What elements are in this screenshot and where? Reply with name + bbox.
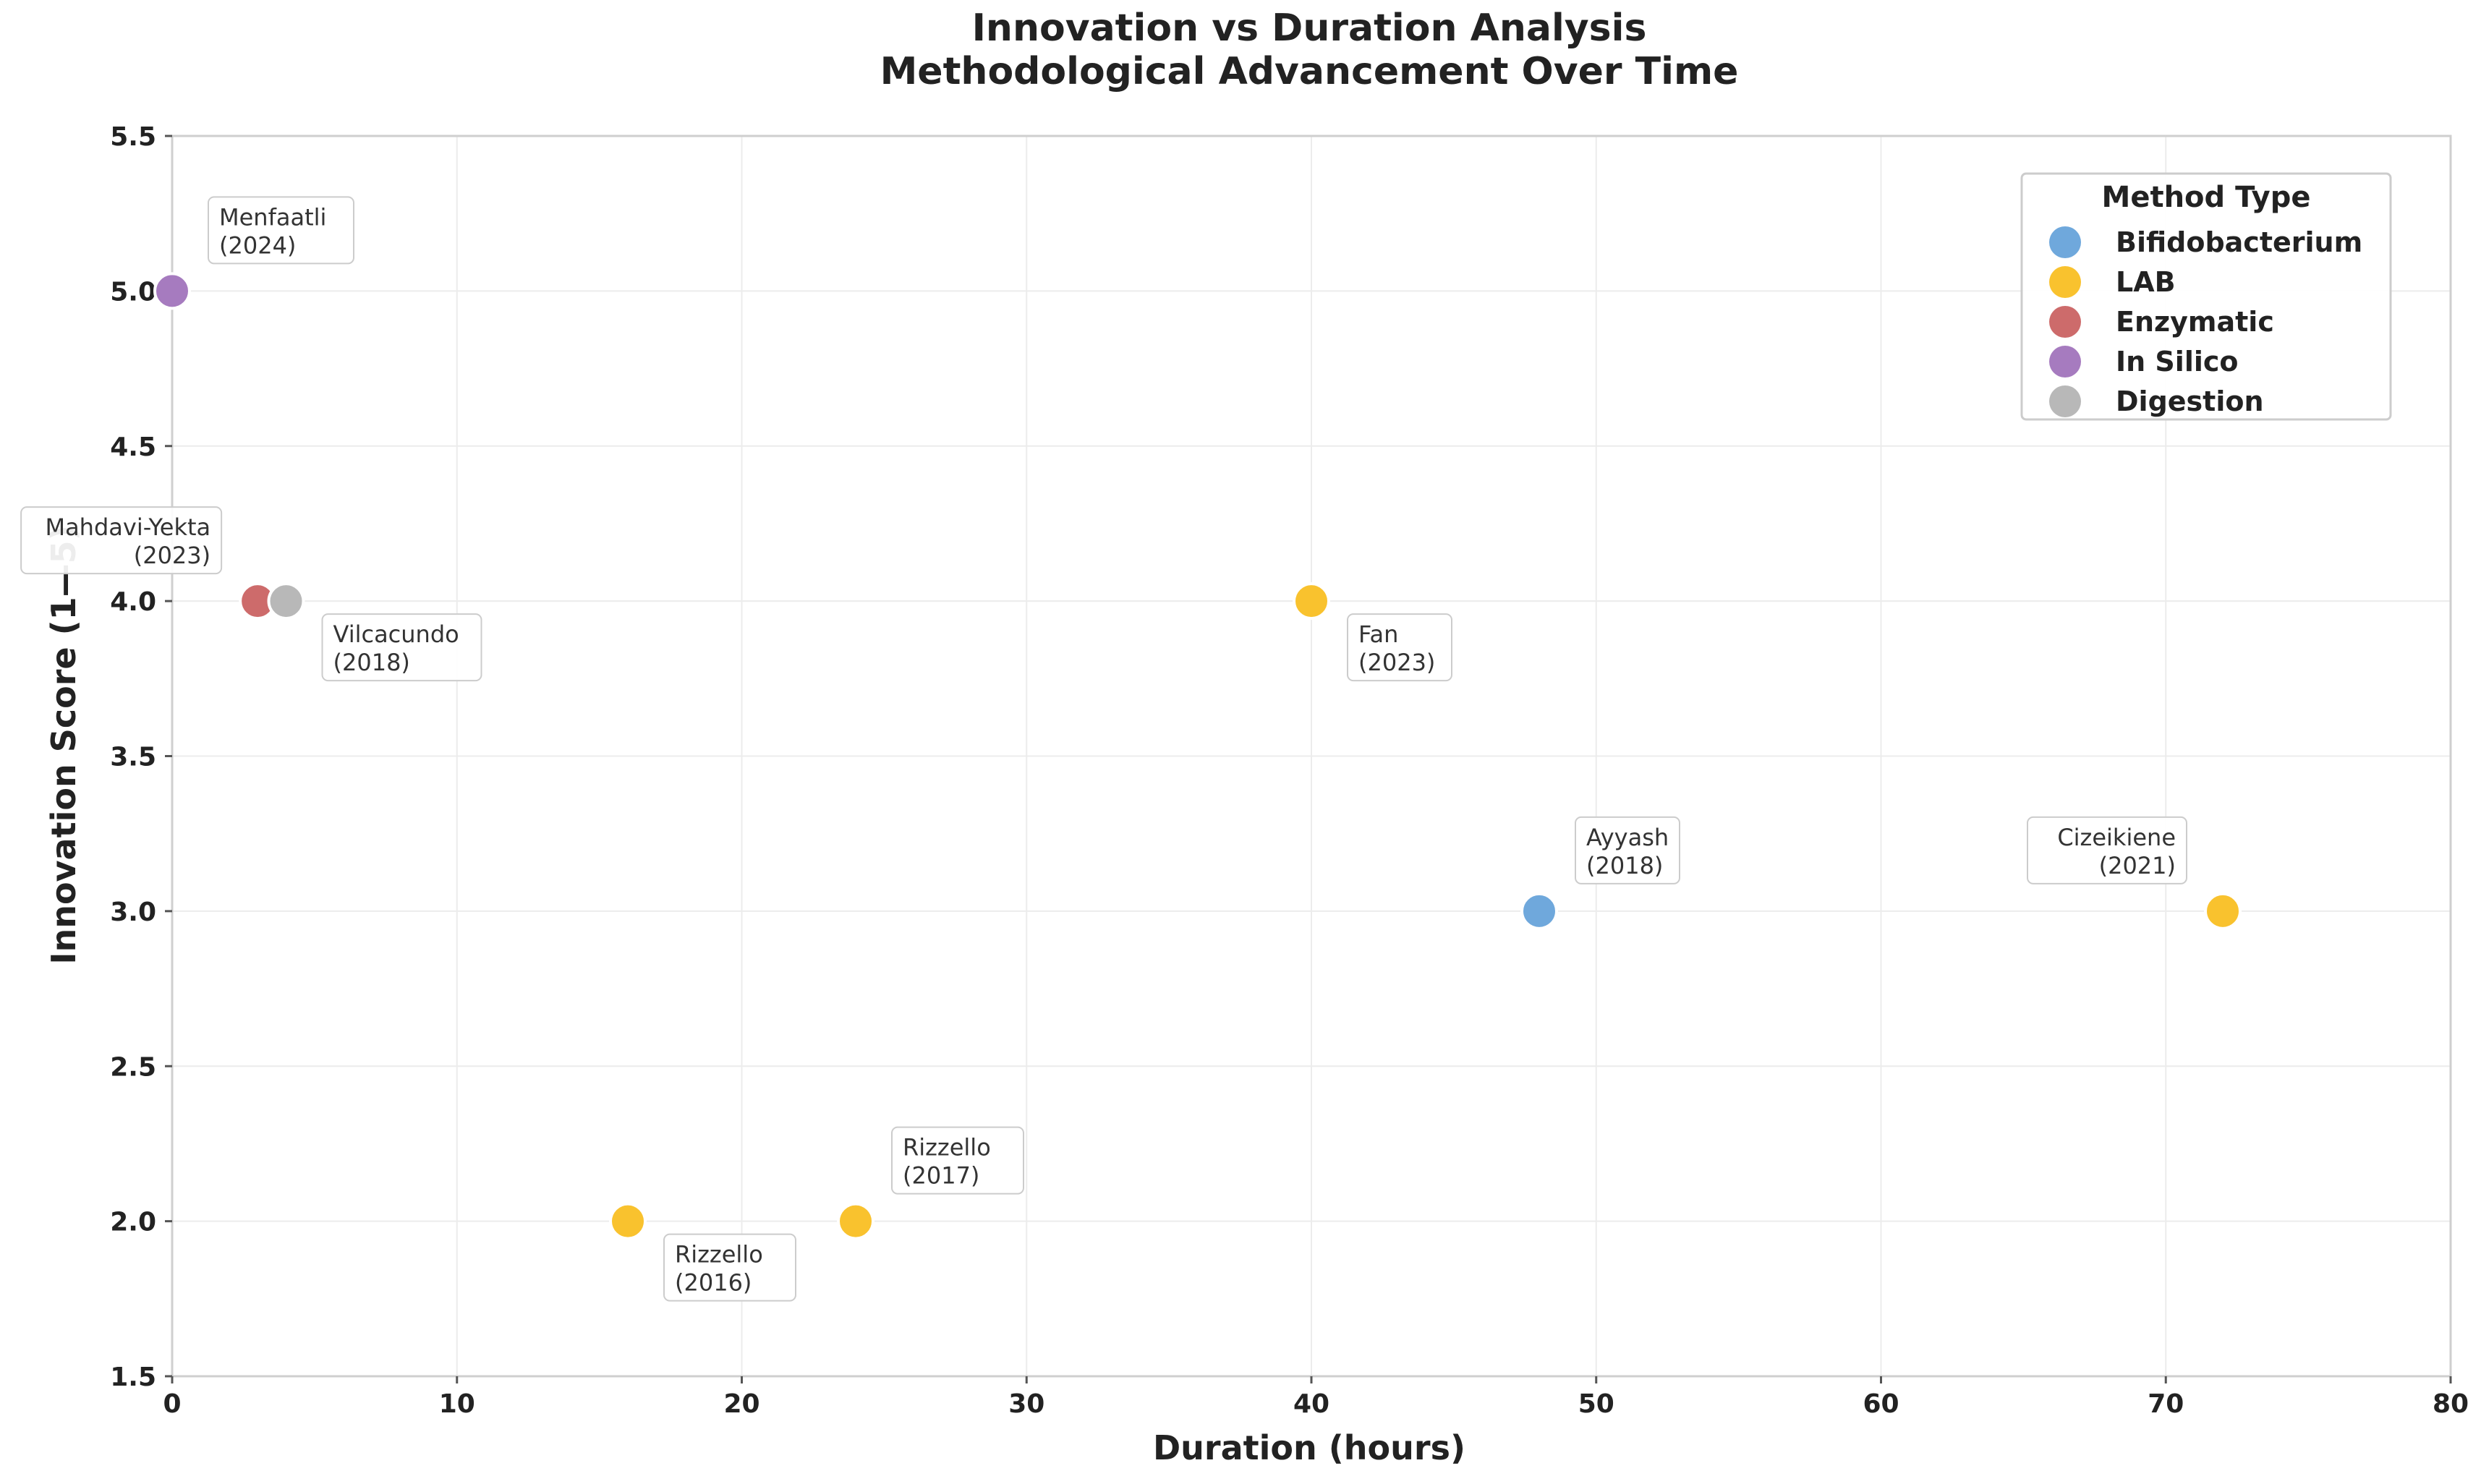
annotation-box bbox=[20, 506, 223, 575]
legend-marker bbox=[2049, 226, 2081, 258]
data-point bbox=[153, 272, 191, 310]
annotation-year: (2021) bbox=[2099, 852, 2176, 879]
x-tick-label: 60 bbox=[1863, 1389, 1899, 1419]
annotation-label: Ayyash(2018) bbox=[1575, 816, 1680, 884]
y-axis-ticks: 1.5 2.0 2.5 3.0 3.5 4.0 4.5 5.0 5.5 bbox=[110, 122, 172, 1392]
annotation-label: Fan(2023) bbox=[1347, 613, 1452, 682]
y-tick-label: 3.0 bbox=[110, 897, 156, 927]
y-tick-label: 5.5 bbox=[110, 122, 156, 152]
legend-entry-label: In Silico bbox=[2116, 346, 2239, 378]
y-tick-label: 5.0 bbox=[110, 277, 156, 307]
annotation-box bbox=[208, 196, 354, 265]
chart-title: Innovation vs Duration Analysis Methodol… bbox=[880, 7, 1739, 93]
legend: Method Type Bifidobacterium LAB Enzymatic In… bbox=[2020, 172, 2392, 421]
annotation-author: Fan bbox=[1358, 621, 1398, 648]
y-tick-label: 2.5 bbox=[110, 1052, 156, 1082]
annotation-author: Menfaatli bbox=[219, 203, 326, 231]
legend-entry-label: Digestion bbox=[2116, 385, 2264, 417]
data-point bbox=[1293, 582, 1330, 621]
legend-marker bbox=[2049, 385, 2081, 417]
data-point bbox=[1520, 892, 1558, 930]
legend-entry-label: Enzymatic bbox=[2116, 306, 2274, 338]
annotation-year: (2024) bbox=[219, 231, 296, 259]
data-point bbox=[837, 1202, 874, 1240]
annotation-label: Cizeikiene(2021) bbox=[2027, 816, 2187, 884]
legend-title: Method Type bbox=[2102, 181, 2311, 214]
annotation-box bbox=[1575, 816, 1680, 884]
annotation-year: (2018) bbox=[1586, 852, 1663, 879]
x-tick-label: 30 bbox=[1008, 1389, 1044, 1419]
annotation-label: Rizzello(2016) bbox=[663, 1233, 796, 1302]
annotation-box bbox=[663, 1233, 796, 1302]
annotation-label: Rizzello(2017) bbox=[891, 1126, 1024, 1195]
annotation-author: Rizzello bbox=[903, 1134, 991, 1161]
data-point bbox=[609, 1202, 647, 1240]
data-point bbox=[2204, 892, 2242, 930]
x-tick-label: 40 bbox=[1293, 1389, 1329, 1419]
annotation-box bbox=[1347, 613, 1452, 682]
legend-marker bbox=[2049, 306, 2081, 338]
x-axis-ticks: 0 10 20 30 40 50 60 70 80 bbox=[163, 1376, 2469, 1419]
annotation-author: Cizeikiene bbox=[2057, 824, 2176, 851]
annotation-label: Menfaatli(2024) bbox=[208, 196, 354, 265]
y-axis-label: Innovation Score (1—5) bbox=[44, 525, 83, 964]
annotation-box bbox=[321, 613, 482, 682]
x-tick-label: 70 bbox=[2148, 1389, 2184, 1419]
legend-marker bbox=[2049, 266, 2081, 298]
annotation-author: Rizzello bbox=[675, 1241, 763, 1268]
annotation-year: (2017) bbox=[903, 1162, 979, 1190]
legend-entry-label: Bifidobacterium bbox=[2116, 226, 2362, 258]
data-point bbox=[267, 582, 305, 621]
y-tick-label: 4.5 bbox=[110, 432, 156, 462]
x-tick-label: 80 bbox=[2433, 1389, 2469, 1419]
y-tick-label: 3.5 bbox=[110, 743, 156, 772]
annotation-author: Ayyash bbox=[1586, 824, 1669, 851]
legend-box bbox=[2020, 172, 2392, 421]
legend-marker bbox=[2049, 346, 2081, 378]
annotation-year: (2018) bbox=[333, 649, 410, 676]
annotation-year: (2016) bbox=[675, 1269, 752, 1297]
chart-title-line-1: Innovation vs Duration Analysis bbox=[972, 7, 1647, 50]
chart-title-line-2: Methodological Advancement Over Time bbox=[880, 50, 1739, 93]
annotation-box bbox=[891, 1126, 1024, 1195]
y-tick-label: 2.0 bbox=[110, 1208, 156, 1237]
legend-entry-label: LAB bbox=[2116, 266, 2176, 298]
annotation-year: (2023) bbox=[134, 542, 210, 569]
y-tick-label: 1.5 bbox=[110, 1363, 156, 1392]
x-axis-label: Duration (hours) bbox=[1153, 1428, 1465, 1467]
annotation-year: (2023) bbox=[1358, 649, 1435, 676]
annotation-box bbox=[2027, 816, 2187, 884]
x-tick-label: 10 bbox=[439, 1389, 475, 1419]
data-points bbox=[153, 272, 2242, 1240]
x-tick-label: 50 bbox=[1578, 1389, 1614, 1419]
annotation-label: Mahdavi-Yekta(2023) bbox=[20, 506, 223, 575]
annotation-author: Vilcacundo bbox=[333, 621, 459, 648]
x-tick-label: 20 bbox=[723, 1389, 759, 1419]
annotation-label: Vilcacundo(2018) bbox=[321, 613, 482, 682]
x-tick-label: 0 bbox=[163, 1389, 181, 1419]
y-tick-label: 4.0 bbox=[110, 587, 156, 617]
annotations: Menfaatli(2024)Mahdavi-Yekta(2023)Vilcac… bbox=[20, 196, 2187, 1302]
annotation-author: Mahdavi-Yekta bbox=[45, 513, 210, 541]
